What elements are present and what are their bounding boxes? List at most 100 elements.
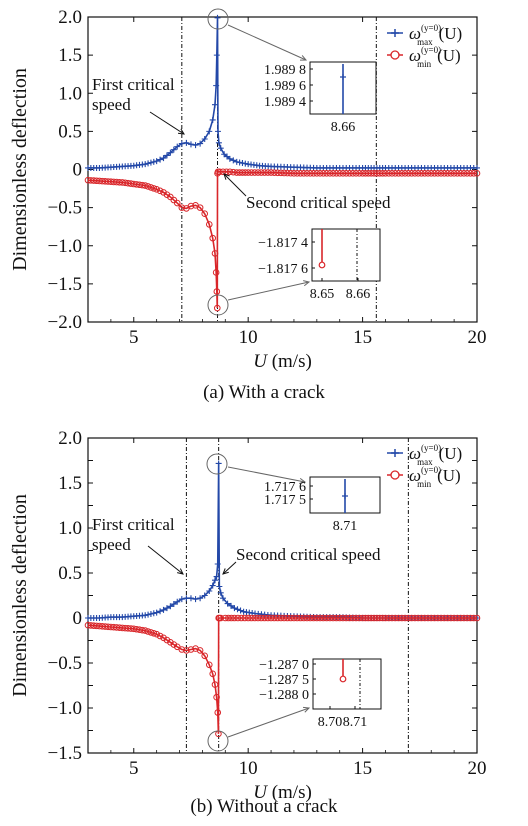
inset-marker-plus (340, 74, 346, 80)
data-point-plus (201, 136, 208, 142)
data-point-plus (236, 159, 243, 166)
data-point-circle (457, 170, 464, 177)
data-point-circle (217, 614, 225, 622)
data-point-circle (414, 614, 422, 622)
data-point-circle (388, 614, 396, 622)
data-point-circle (251, 169, 259, 176)
data-point-plus (206, 128, 213, 135)
data-point-circle (323, 170, 330, 177)
data-point-plus (215, 139, 222, 146)
data-point-circle (280, 169, 288, 177)
data-point-plus (192, 142, 199, 149)
data-point-circle (300, 614, 308, 622)
data-point-circle (382, 170, 389, 177)
data-point-plus (211, 101, 218, 108)
data-point-circle (241, 614, 249, 622)
data-point-circle (225, 614, 232, 622)
data-point-circle (434, 170, 442, 177)
inset-y-tick-label: −1.817 4 (258, 236, 308, 251)
arrow-line (227, 707, 310, 738)
data-point-plus (187, 595, 194, 602)
legend: ω(y=0) max (U)ω(y=0) min (U) (387, 23, 462, 69)
data-point-circle (349, 170, 357, 177)
data-point-plus (214, 561, 221, 567)
data-point-circle (441, 614, 448, 622)
data-point-circle (150, 185, 158, 192)
data-point-circle (463, 614, 471, 622)
arrow-line (222, 561, 237, 575)
arrow-line (227, 466, 306, 483)
data-point-plus (206, 588, 213, 594)
data-point-plus (157, 156, 164, 163)
data-point-circle (254, 169, 262, 176)
data-point-circle (147, 629, 155, 636)
arrow-head (223, 173, 230, 180)
data-point-circle (401, 614, 409, 622)
series-max (85, 14, 480, 171)
data-point-circle (205, 661, 213, 669)
data-point-circle (183, 647, 190, 654)
inset-frame (312, 658, 382, 710)
data-point-circle (230, 168, 237, 176)
arrow-head (177, 568, 184, 575)
series-line (87, 170, 477, 309)
y-tick-label: −1.5 (48, 743, 82, 764)
data-point-circle (144, 628, 152, 635)
data-point-circle (264, 614, 272, 622)
data-point-circle (441, 170, 448, 177)
zoom-circle (207, 730, 229, 752)
arrow-line (227, 281, 310, 301)
data-point-plus (187, 141, 194, 148)
data-point-circle (450, 614, 458, 622)
data-point-circle (251, 614, 259, 622)
data-point-circle (254, 614, 262, 622)
data-point-circle (434, 614, 442, 622)
data-point-circle (219, 168, 227, 176)
data-point-plus (145, 611, 152, 618)
data-point-plus (213, 573, 220, 580)
data-point-circle (356, 614, 363, 622)
data-point-plus (230, 157, 237, 164)
data-point-circle (352, 170, 360, 177)
data-point-circle (238, 614, 245, 622)
x-tick-label: 10 (239, 327, 258, 348)
data-point-plus (163, 605, 170, 612)
data-point-circle (242, 169, 249, 176)
data-point-plus (147, 610, 154, 617)
data-point-plus (183, 139, 190, 146)
annotation-first-critical: First critical (92, 515, 175, 534)
data-point-plus (211, 577, 218, 584)
data-point-circle (408, 614, 415, 622)
data-point-circle (173, 199, 181, 207)
y-tick-label: −1.5 (48, 274, 82, 295)
data-point-circle (463, 170, 471, 177)
data-point-plus (167, 149, 174, 156)
data-point-circle (310, 614, 317, 622)
y-tick-label: 0.5 (58, 563, 82, 584)
data-point-circle (297, 614, 304, 622)
inset-y-tick-label: −1.817 6 (258, 262, 308, 277)
data-point-plus (233, 158, 240, 165)
data-point-plus (147, 159, 154, 166)
data-point-plus (142, 612, 149, 619)
data-point-circle (408, 170, 415, 177)
zoom-circle (207, 294, 229, 316)
data-point-circle (303, 170, 311, 177)
data-point-circle (352, 614, 360, 622)
inset-x-tick-label: 8.66 (346, 287, 371, 302)
annotation-second-critical: Second critical speed (246, 193, 391, 212)
legend-label: ω(y=0) min (U) (409, 465, 461, 489)
data-point-circle (356, 170, 363, 177)
data-point-plus (231, 605, 238, 612)
data-point-circle (261, 169, 268, 176)
data-point-circle (205, 221, 213, 228)
data-point-circle (248, 614, 255, 622)
data-point-circle (147, 184, 155, 191)
data-point-plus (226, 155, 233, 162)
data-point-plus (178, 140, 185, 147)
data-point-circle (447, 614, 455, 622)
data-point-plus (214, 128, 221, 135)
data-point-circle (209, 670, 217, 678)
data-point-circle (300, 170, 308, 177)
